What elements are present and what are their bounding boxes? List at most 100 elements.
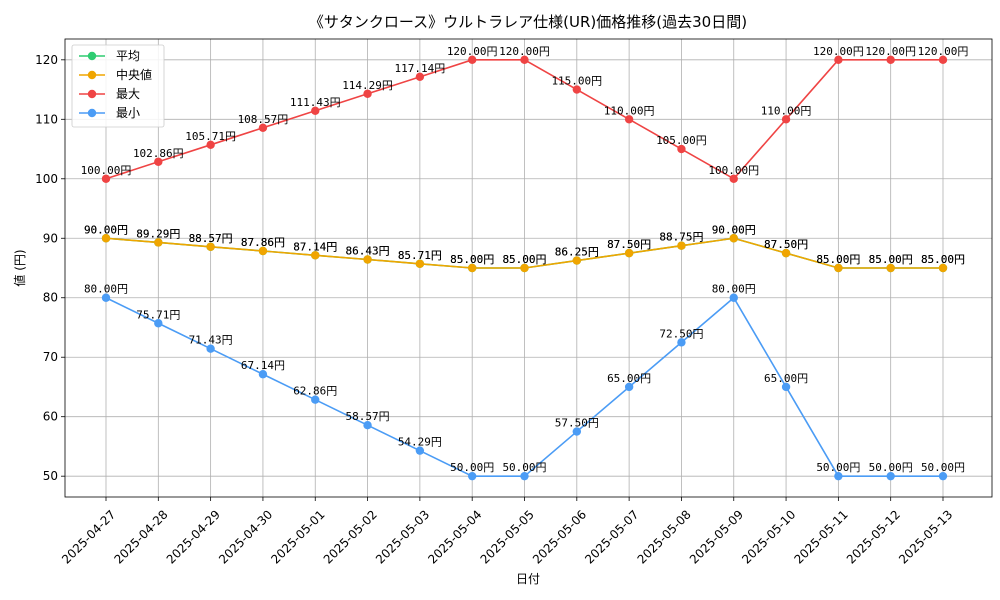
data-point xyxy=(154,157,163,166)
data-point xyxy=(101,174,111,183)
legend-label: 平均 xyxy=(116,49,140,63)
data-label: 88.75円 xyxy=(659,231,703,244)
data-label: 87.50円 xyxy=(607,238,651,251)
data-point xyxy=(520,263,529,273)
data-label: 85.00円 xyxy=(921,253,965,266)
data-label: 90.00円 xyxy=(712,223,756,236)
y-tick-label: 120 xyxy=(35,53,58,67)
legend-marker xyxy=(87,70,97,80)
data-label: 67.14円 xyxy=(241,359,285,372)
data-label: 87.50円 xyxy=(764,238,808,251)
legend-marker xyxy=(87,89,97,99)
series-最大 xyxy=(101,55,948,183)
data-label: 80.00円 xyxy=(84,283,128,296)
data-label: 120.00円 xyxy=(499,45,550,58)
data-point xyxy=(572,256,582,265)
data-label: 105.71円 xyxy=(185,130,236,143)
data-point xyxy=(624,248,634,258)
data-label: 85.00円 xyxy=(450,253,494,266)
data-point xyxy=(363,89,372,98)
data-label: 86.25円 xyxy=(555,246,599,259)
data-point xyxy=(467,55,477,65)
data-label: 87.50円 xyxy=(607,238,651,251)
data-point xyxy=(677,338,686,347)
data-point xyxy=(363,255,372,264)
data-label: 115.00円 xyxy=(551,75,602,88)
data-label: 111.43円 xyxy=(290,96,341,109)
data-point xyxy=(677,144,686,154)
data-point xyxy=(101,293,111,302)
data-label: 86.43円 xyxy=(346,244,390,257)
data-label: 88.75円 xyxy=(659,231,703,244)
data-label: 87.50円 xyxy=(764,238,808,251)
data-point xyxy=(624,115,634,124)
data-label: 85.00円 xyxy=(502,253,546,266)
series-layer xyxy=(101,55,948,481)
data-point xyxy=(363,421,372,430)
data-label: 89.29円 xyxy=(136,227,180,240)
legend-label: 最小 xyxy=(116,106,140,120)
data-label: 117.14円 xyxy=(395,62,446,75)
data-label: 57.50円 xyxy=(555,417,599,430)
data-label: 85.00円 xyxy=(816,253,860,266)
data-label: 110.00円 xyxy=(761,104,812,117)
data-point xyxy=(886,471,895,481)
legend-item: 最小 xyxy=(79,106,140,120)
data-point xyxy=(311,395,320,404)
data-label: 90.00円 xyxy=(712,223,756,236)
data-point xyxy=(258,123,268,133)
data-point xyxy=(206,140,215,150)
data-label: 85.71円 xyxy=(398,249,442,262)
data-point xyxy=(415,72,425,82)
data-point xyxy=(834,55,843,65)
data-label: 71.43円 xyxy=(189,334,233,347)
data-point xyxy=(938,471,948,481)
data-label: 87.14円 xyxy=(293,240,337,253)
legend-box xyxy=(71,44,165,128)
data-point xyxy=(467,263,477,273)
data-label: 120.00円 xyxy=(918,45,969,58)
data-point xyxy=(729,174,738,183)
data-label: 88.57円 xyxy=(189,232,233,245)
data-label: 80.00円 xyxy=(712,283,756,296)
data-label: 62.86円 xyxy=(293,385,337,398)
data-point xyxy=(258,370,268,379)
legend-item: 最大 xyxy=(79,87,140,101)
data-label: 87.86円 xyxy=(241,236,285,249)
data-label: 58.57円 xyxy=(346,410,390,423)
data-label: 120.00円 xyxy=(813,45,864,58)
data-point xyxy=(781,115,791,124)
data-label: 85.00円 xyxy=(816,253,860,266)
data-label: 87.14円 xyxy=(293,240,337,253)
data-point xyxy=(311,106,320,115)
data-point xyxy=(415,446,425,455)
y-tick-label: 100 xyxy=(35,172,58,186)
legend-item: 中央値 xyxy=(79,67,152,82)
data-label: 50.00円 xyxy=(869,461,913,474)
y-tick-label: 80 xyxy=(43,291,58,305)
data-label: 65.00円 xyxy=(764,372,808,385)
y-tick-label: 60 xyxy=(43,410,58,424)
chart-title: 《サタンクロース》ウルトラレア仕様(UR)価格推移(過去30日間) xyxy=(309,13,747,31)
data-label: 85.71円 xyxy=(398,249,442,262)
data-point xyxy=(729,234,738,243)
data-label: 54.29円 xyxy=(398,436,442,449)
x-axis-title: 日付 xyxy=(516,572,540,586)
y-tick-label: 50 xyxy=(43,469,58,483)
data-label: 108.57円 xyxy=(238,113,289,126)
data-point xyxy=(311,251,320,260)
data-point xyxy=(467,471,477,481)
legend-marker xyxy=(87,108,97,118)
y-axis-title: 値 (円) xyxy=(12,249,27,286)
data-point xyxy=(886,55,895,65)
data-label: 50.00円 xyxy=(816,461,860,474)
data-point xyxy=(206,242,215,251)
data-label: 87.86円 xyxy=(241,236,285,249)
data-label: 50.00円 xyxy=(921,461,965,474)
data-point xyxy=(520,471,529,481)
data-point xyxy=(154,319,163,328)
data-label: 110.00円 xyxy=(604,104,655,117)
data-point xyxy=(781,248,791,258)
